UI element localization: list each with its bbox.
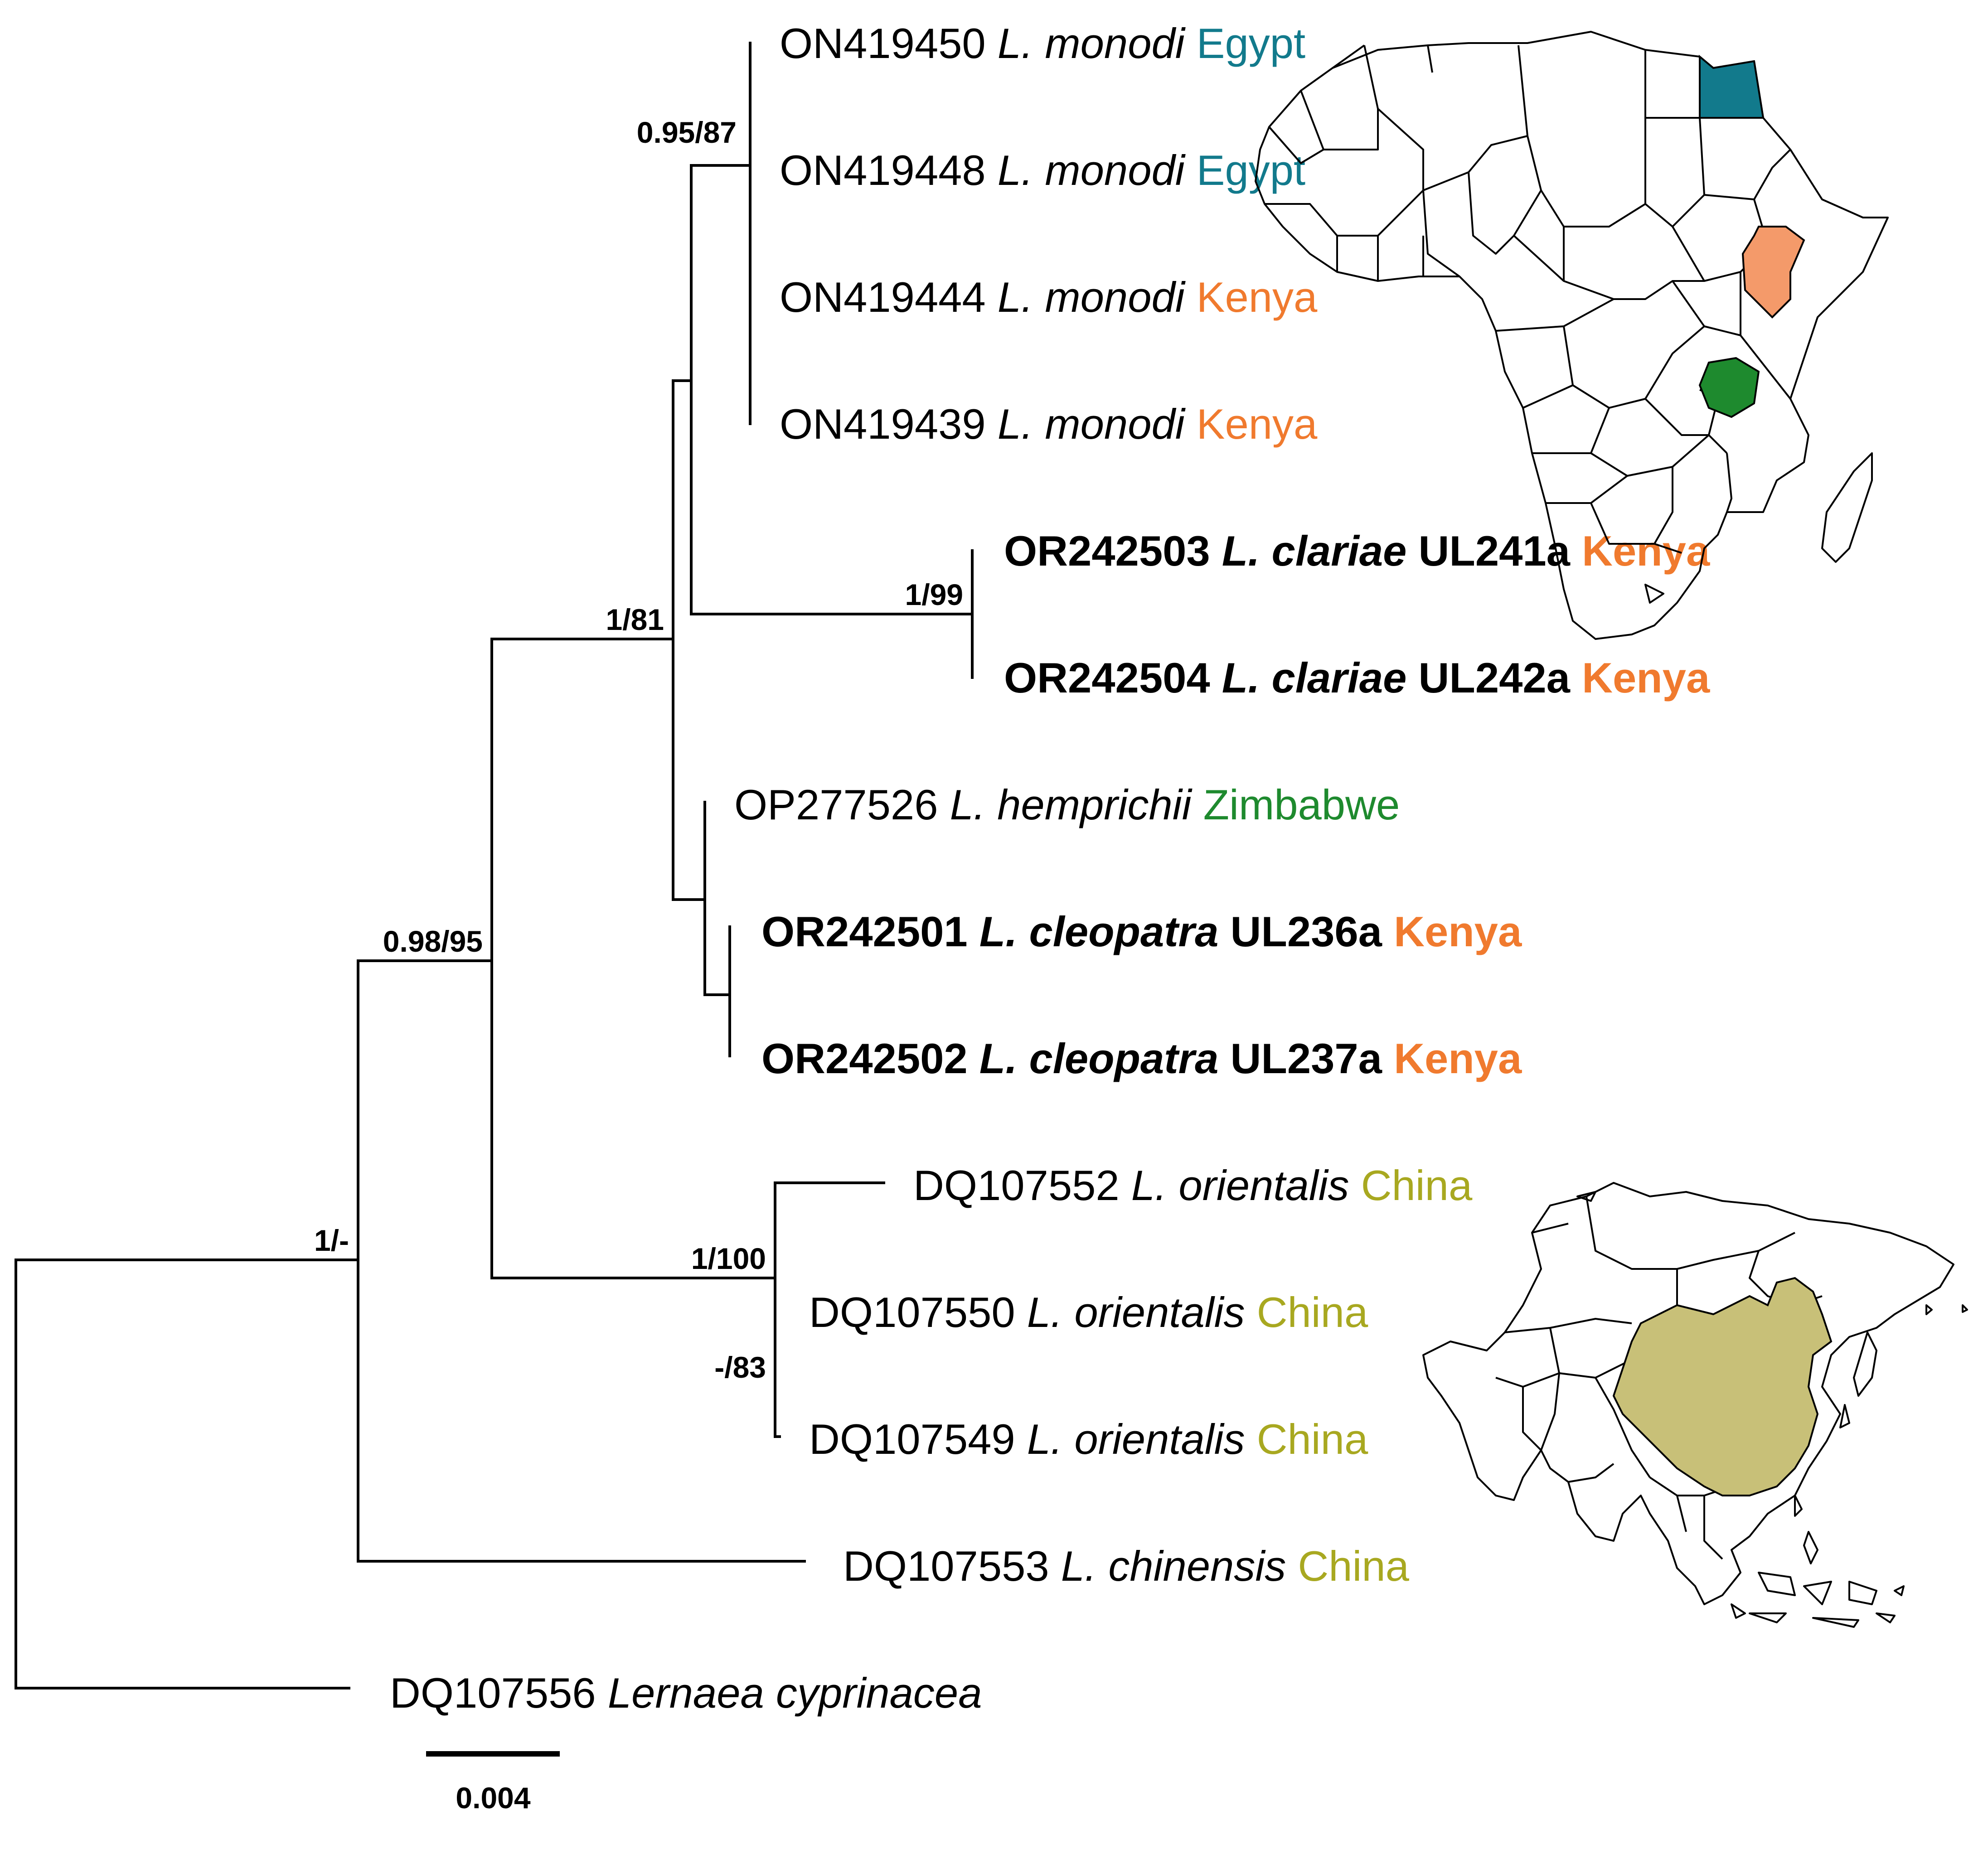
africa-map <box>1255 31 1889 640</box>
asia-islands <box>1576 1191 1968 1628</box>
tip-label: ON419448 L. monodi Egypt <box>780 146 1305 194</box>
support-value: 1/- <box>314 1224 349 1257</box>
kenya-highlight <box>1741 226 1805 319</box>
support-value: 1/99 <box>905 578 963 611</box>
tip-label: DQ107553 L. chinensis China <box>843 1542 1410 1590</box>
tree-branches <box>15 42 974 1689</box>
tip-labels: ON419450 L. monodi Egypt ON419448 L. mon… <box>390 19 1710 1717</box>
tip-label: OR242504 L. clariae UL242a Kenya <box>1004 654 1710 702</box>
support-value: 1/81 <box>606 603 664 636</box>
africa-internal-borders <box>1265 44 1791 604</box>
tip-label: ON419450 L. monodi Egypt <box>780 19 1305 67</box>
egypt-highlight <box>1699 54 1765 119</box>
tip-label: DQ107556 Lernaea cyprinacea <box>390 1669 982 1717</box>
support-value: 0.98/95 <box>383 925 483 958</box>
tip-label: ON419444 L. monodi Kenya <box>780 273 1318 321</box>
africa-outline <box>1255 31 1889 640</box>
tip-label: DQ107549 L. orientalis China <box>809 1415 1368 1463</box>
support-values: 0.95/87 1/99 1/81 0.98/95 1/100 -/83 1/- <box>314 116 963 1384</box>
zimbabwe-highlight <box>1698 357 1760 418</box>
tip-label: OP277526 L. hemprichii Zimbabwe <box>734 781 1400 828</box>
support-value: 1/100 <box>691 1242 766 1275</box>
scale-bar-label: 0.004 <box>456 1781 530 1815</box>
tip-label: ON419439 L. monodi Kenya <box>780 400 1318 448</box>
china-highlight <box>1612 1277 1833 1496</box>
asia-map <box>1422 1182 1968 1628</box>
tip-label: OR242503 L. clariae UL241a Kenya <box>1004 527 1710 575</box>
tip-label: DQ107550 L. orientalis China <box>809 1288 1368 1336</box>
tip-label: DQ107552 L. orientalis China <box>913 1162 1473 1209</box>
scale-bar: 0.004 <box>426 1751 560 1815</box>
asia-outline <box>1422 1182 1954 1605</box>
tip-label: OR242501 L. cleopatra UL236a Kenya <box>761 908 1522 955</box>
tip-label: OR242502 L. cleopatra UL237a Kenya <box>761 1035 1522 1082</box>
support-value: -/83 <box>714 1351 766 1384</box>
support-value: 0.95/87 <box>637 116 737 149</box>
madagascar-outline <box>1821 452 1873 563</box>
